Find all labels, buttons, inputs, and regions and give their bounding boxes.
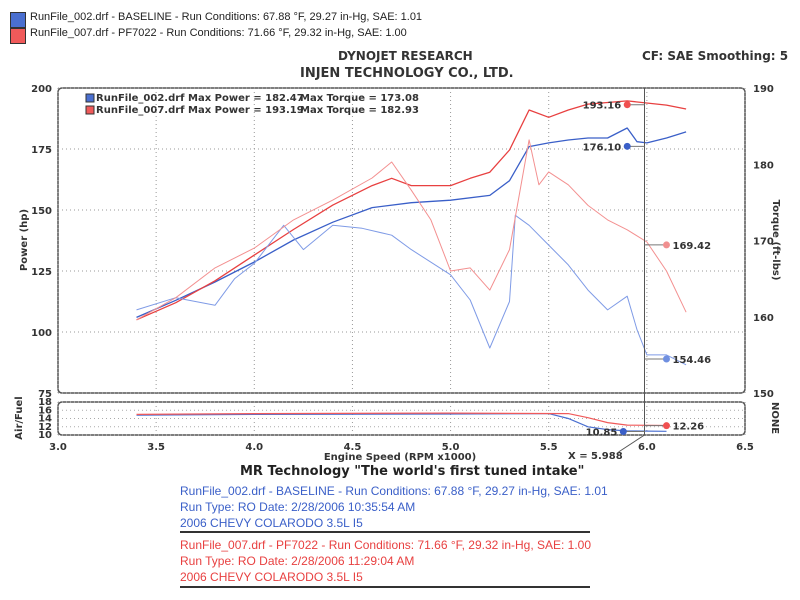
y2-tick-label: 180: [753, 160, 774, 171]
run-info-baseline: RunFile_002.drf - BASELINE - Run Conditi…: [180, 483, 608, 531]
afr-tick-label: 10: [38, 430, 52, 441]
x-tick-label: 4.5: [344, 442, 362, 453]
marker-dot: [662, 241, 670, 249]
x-tick-label: 3.0: [49, 442, 67, 453]
marker-label: 10.85: [586, 427, 618, 438]
legend-text-baseline: RunFile_002.drf - BASELINE - Run Conditi…: [30, 11, 423, 23]
marker-label: 169.42: [672, 241, 711, 252]
run-conditions: RunFile_007.drf - PF7022 - Run Condition…: [180, 538, 592, 552]
x-tick-label: 5.0: [442, 442, 460, 453]
x-tick-label: 3.5: [147, 442, 165, 453]
power-line-RunFile_002drf: [136, 127, 687, 318]
afr-axis-label: Air/Fuel: [14, 396, 25, 439]
y-tick-label: 200: [31, 84, 52, 95]
y-tick-label: 175: [31, 145, 52, 156]
chart-legend-pf7022-torque: Max Torque = 182.93: [300, 105, 419, 116]
y-tick-label: 100: [31, 328, 52, 339]
afr-tick-label: 16: [38, 405, 52, 416]
legend-swatch-pf7022: [10, 28, 26, 44]
run-info-pf7022: RunFile_007.drf - PF7022 - Run Condition…: [180, 537, 591, 585]
afr-right-label: NONE: [769, 402, 780, 434]
chart-legend-baseline-torque: Max Torque = 173.08: [300, 93, 419, 104]
afr-frame: [57, 401, 746, 436]
plot-frame: [57, 87, 746, 394]
y2-axis-label: Torque (ft-lbs): [770, 200, 781, 281]
legend-swatch: [85, 105, 95, 115]
chart-legend-pf7022: RunFile_007.drf Max Power = 193.19: [96, 105, 304, 116]
marker-label: 176.10: [583, 142, 622, 153]
marker-dot: [623, 101, 631, 109]
y-tick-label: 125: [31, 267, 52, 278]
marker-dot: [662, 422, 670, 430]
x-tick-label: 4.0: [245, 442, 263, 453]
tagline: MR Technology "The world's first tuned i…: [240, 464, 585, 479]
y2-tick-label: 150: [753, 389, 774, 400]
afr-tick-label: 12: [38, 422, 52, 433]
run-date: Run Type: RO Date: 2/28/2006 10:35:54 AM: [180, 500, 416, 514]
title-dynojet: DYNOJET RESEARCH: [338, 49, 473, 63]
legend-text-pf7022: RunFile_007.drf - PF7022 - Run Condition…: [30, 27, 407, 39]
x-tick-label: 6.0: [638, 442, 656, 453]
y2-tick-label: 160: [753, 313, 774, 324]
marker-label: 12.26: [672, 422, 704, 433]
x-axis-label: Engine Speed (RPM x1000): [324, 452, 476, 463]
torque-line-RunFile_007drf: [136, 139, 687, 321]
y-tick-label: 150: [31, 206, 52, 217]
legend-swatch-baseline: [10, 12, 26, 28]
afr-line: [136, 412, 667, 427]
marker-dot: [662, 355, 670, 363]
afr-tick-label: 18: [38, 397, 52, 408]
legend-swatch: [85, 93, 95, 103]
cursor-label: X = 5.988: [568, 451, 623, 462]
run-conditions: RunFile_002.drf - BASELINE - Run Conditi…: [180, 484, 608, 498]
y-axis-label: Power (hp): [19, 209, 30, 271]
divider: [180, 531, 590, 533]
divider: [180, 586, 590, 588]
y-tick-label: 75: [38, 389, 52, 400]
marker-dot: [619, 427, 627, 435]
y2-tick-label: 170: [753, 237, 774, 248]
settings-label: CF: SAE Smoothing: 5: [642, 49, 789, 63]
title-company: INJEN TECHNOLOGY CO., LTD.: [300, 66, 514, 81]
run-date: Run Type: RO Date: 2/28/2006 11:29:04 AM: [180, 554, 415, 568]
x-tick-label: 6.5: [736, 442, 754, 453]
power-line-RunFile_007drf: [136, 100, 687, 321]
vehicle: 2006 CHEVY COLARODO 3.5L I5: [180, 516, 363, 530]
marker-dot: [623, 142, 631, 150]
x-tick-label: 5.5: [540, 442, 558, 453]
marker-label: 154.46: [672, 355, 711, 366]
chart-legend-baseline: RunFile_002.drf Max Power = 182.47: [96, 93, 304, 104]
cursor-leader: [618, 434, 645, 453]
afr-tick-label: 14: [38, 414, 52, 425]
torque-line-RunFile_002drf: [136, 214, 687, 366]
y2-tick-label: 190: [753, 84, 774, 95]
marker-label: 193.16: [583, 101, 622, 112]
vehicle: 2006 CHEVY COLARODO 3.5L I5: [180, 570, 363, 584]
dyno-chart: Power (hp) Torque (ft-lbs) Engine Speed …: [14, 84, 781, 463]
